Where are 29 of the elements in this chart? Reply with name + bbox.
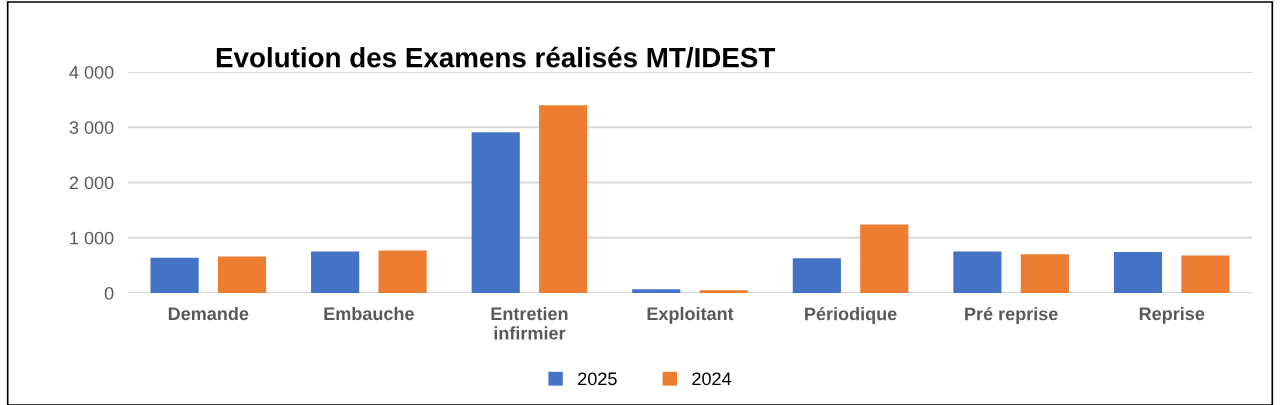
bar (378, 250, 427, 293)
chart-title: Evolution des Examens réalisés MT/IDEST (216, 46, 776, 68)
x-tick-label: Reprise (1139, 306, 1205, 324)
bar (792, 258, 841, 293)
x-tick-label: Entretien infirmier (491, 306, 568, 340)
bar (953, 251, 1002, 293)
x-tick-label: Périodique (805, 306, 897, 324)
x-tick-label: Pré reprise (965, 306, 1058, 324)
y-tick-label: 3 000 (69, 121, 114, 134)
y-tick-label: 2 000 (69, 176, 114, 190)
bar (860, 224, 909, 293)
y-tick-label: 1 000 (70, 231, 114, 245)
bar (1113, 252, 1163, 293)
bar (632, 289, 681, 293)
bar (1181, 255, 1230, 293)
bar (217, 256, 267, 293)
legend-label: 2025 (578, 372, 617, 386)
y-tick-label: 4 000 (69, 65, 114, 79)
bar (539, 105, 588, 293)
bar (471, 132, 520, 293)
bar (311, 251, 360, 293)
legend-label: 2024 (692, 372, 732, 386)
bar (1020, 254, 1069, 293)
y-tick-label: 0 (104, 286, 114, 300)
x-tick-label: Demande (168, 306, 249, 321)
bar (150, 257, 199, 293)
x-tick-label: Exploitant (647, 306, 734, 324)
bar (699, 290, 748, 293)
x-tick-label: Embauche (324, 306, 414, 321)
